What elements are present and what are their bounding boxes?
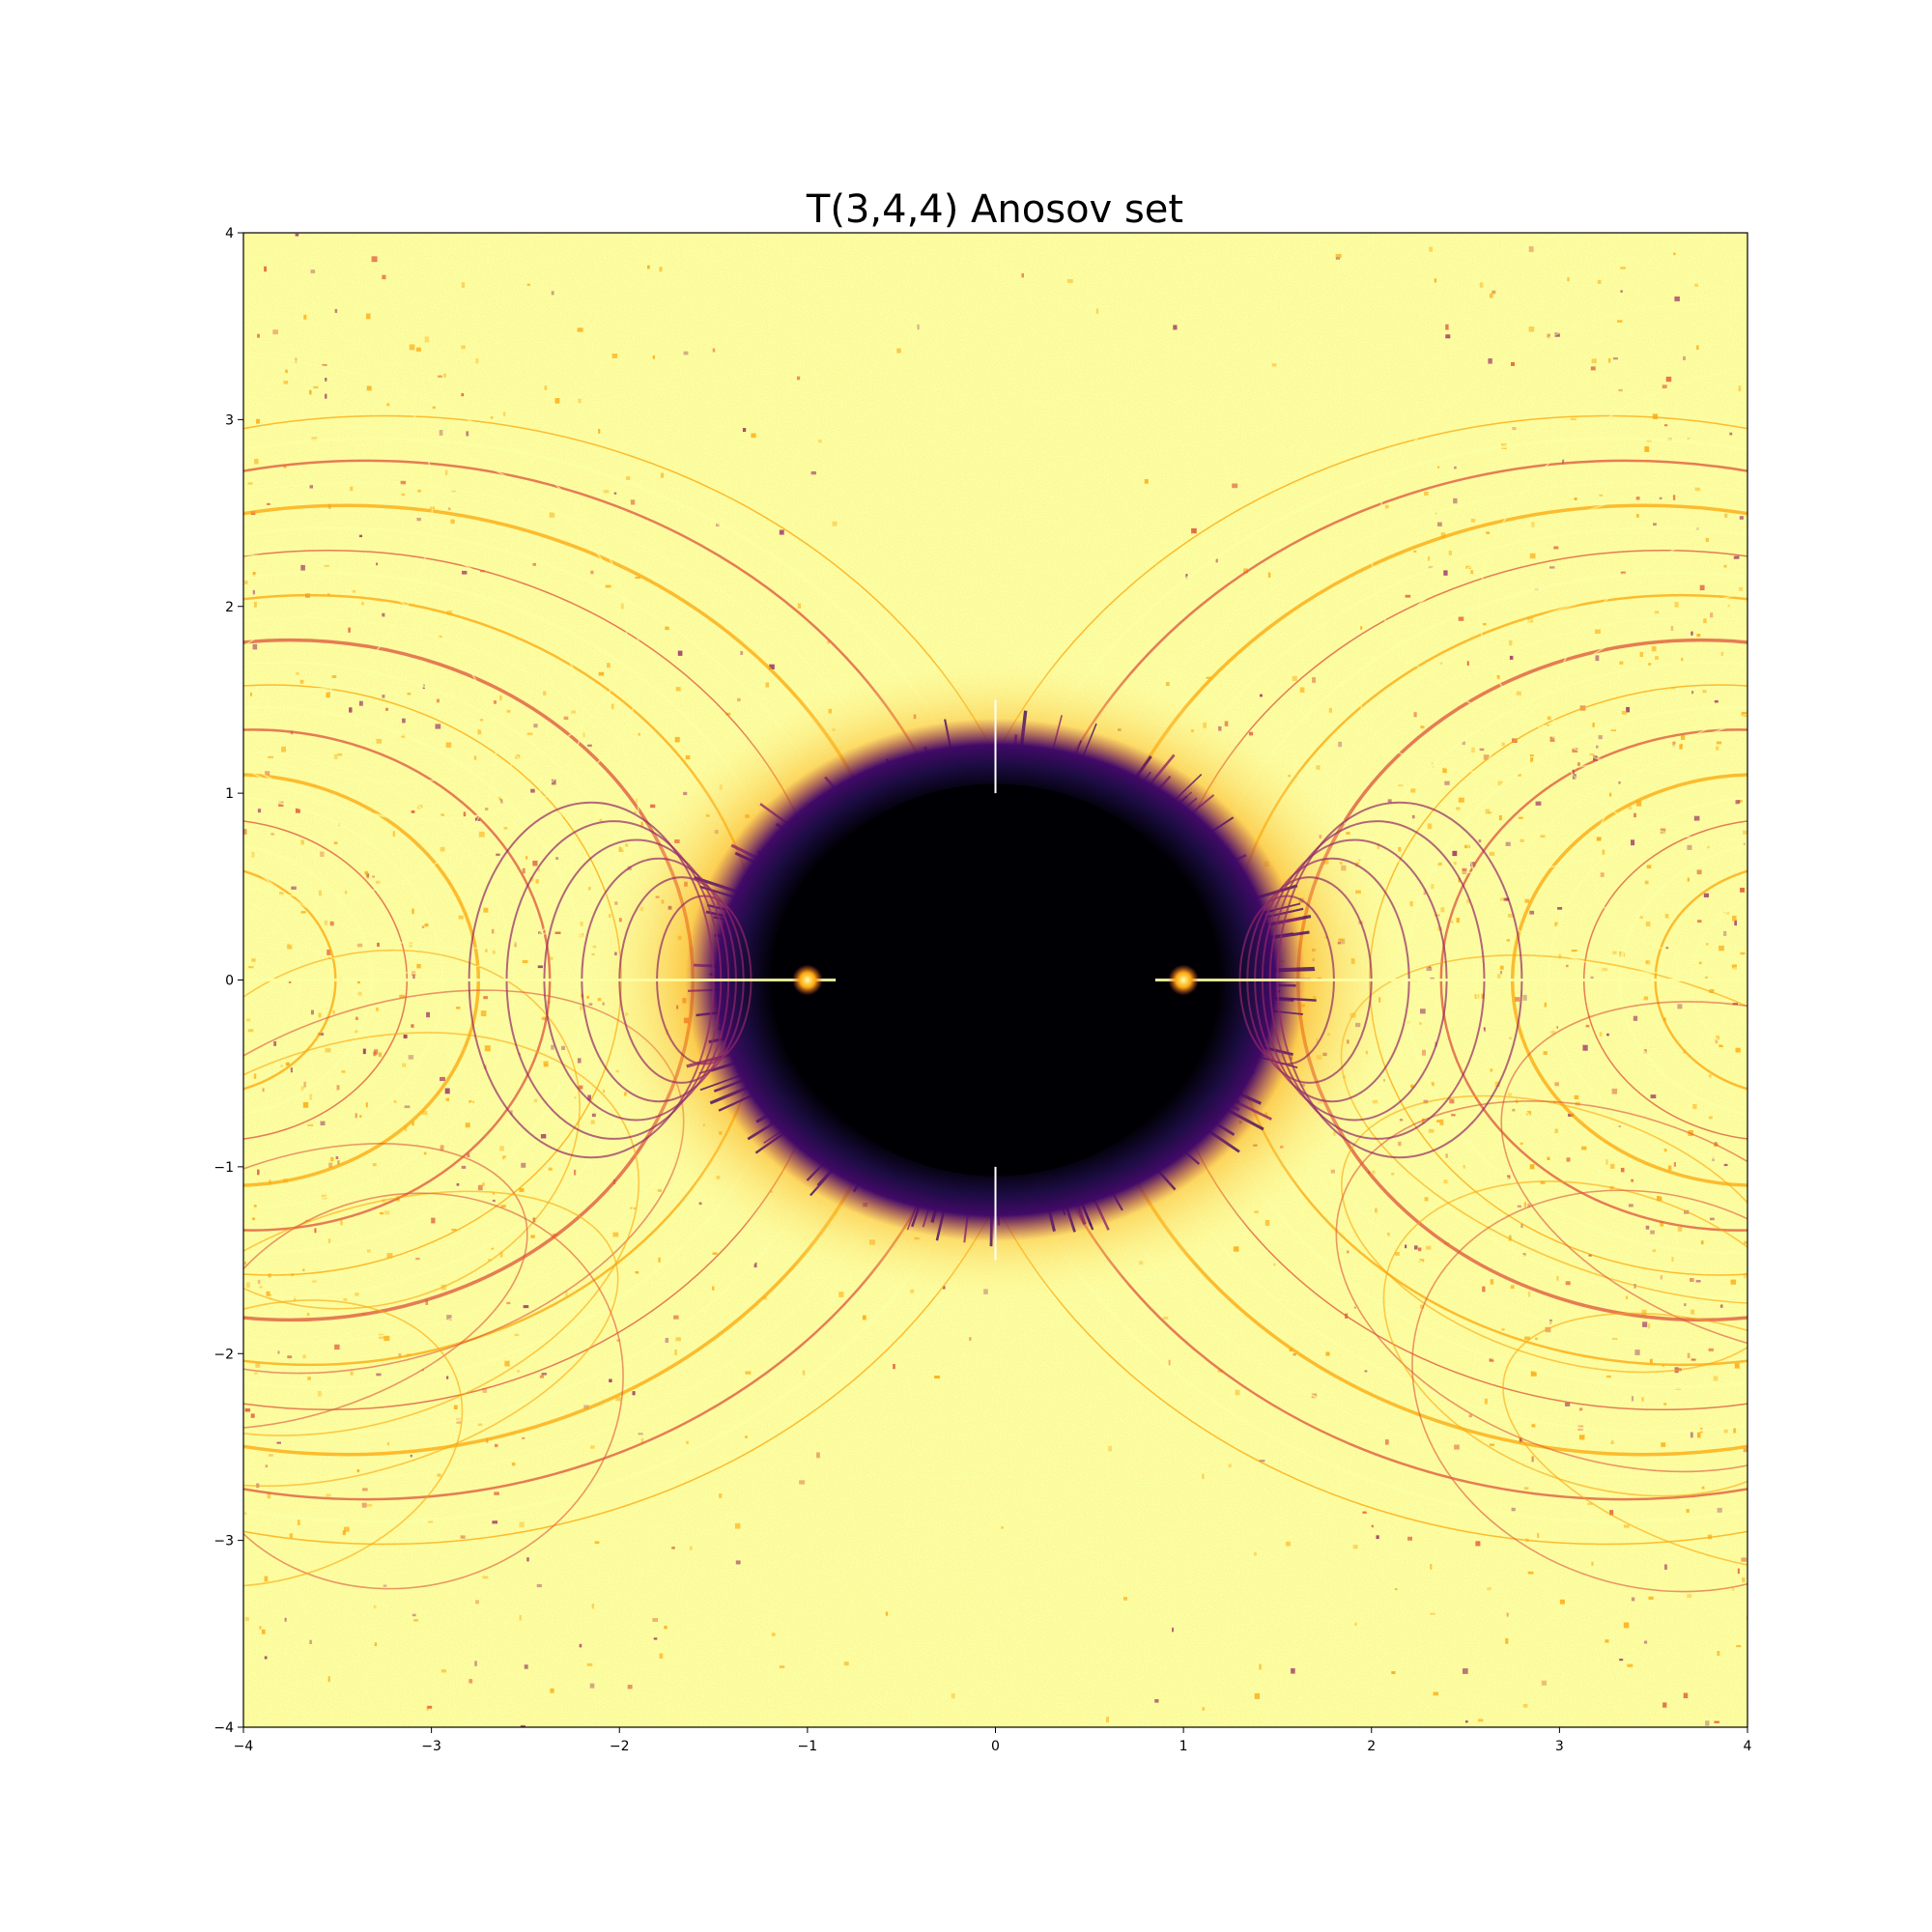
plot-area	[243, 233, 1752, 1727]
x-tick-label: −4	[234, 1739, 254, 1754]
y-tick-label: −1	[213, 1160, 234, 1176]
wing-loop	[1552, 506, 1747, 841]
wing-loop	[243, 949, 581, 1310]
wing-loop	[1500, 1001, 1747, 1363]
y-tick-label: 0	[225, 974, 234, 989]
x-tick-label: 0	[991, 1739, 1000, 1754]
wing-loop	[243, 1299, 464, 1588]
wing-loop	[1478, 362, 1747, 776]
y-tick-label: 3	[225, 412, 234, 428]
speckle	[1747, 399, 1752, 402]
wing-loop	[1466, 582, 1747, 975]
wing-loop	[1502, 1312, 1747, 1575]
bright-spot	[791, 964, 823, 996]
wing-loop	[1341, 1094, 1747, 1374]
x-tick-label: 1	[1179, 1739, 1188, 1754]
y-tick-label: −2	[213, 1347, 234, 1362]
y-tick-label: 2	[225, 600, 234, 615]
x-tick-label: −3	[421, 1739, 441, 1754]
wing-loop	[243, 554, 497, 898]
y-tick-label: 4	[225, 226, 234, 242]
x-tick-label: −2	[610, 1739, 630, 1754]
wing-loop	[1590, 701, 1747, 959]
x-tick-label: 2	[1367, 1739, 1376, 1754]
x-axis: −4 −3 −2 −1 0 1 2 3 4	[234, 1727, 1752, 1754]
wing-loop	[243, 1192, 624, 1590]
wing-loop	[243, 1143, 528, 1431]
wing-loop	[243, 687, 573, 975]
wing-loop	[243, 423, 641, 820]
x-tick-label: −1	[798, 1739, 818, 1754]
y-tick-label: −3	[213, 1534, 234, 1549]
wing-loop	[243, 355, 628, 782]
bright-spot	[1168, 964, 1200, 996]
wing-loop	[243, 1190, 619, 1488]
x-tick-label: 3	[1555, 1739, 1564, 1754]
core-center	[779, 783, 1212, 1177]
chart-title: T(3,4,4) Anosov set	[806, 187, 1183, 232]
y-tick-label: 1	[225, 786, 234, 802]
wing-loop	[243, 1032, 640, 1436]
wing-loop	[1335, 1100, 1747, 1473]
heatmap-core	[243, 653, 1747, 1307]
y-tick-label: −4	[213, 1720, 234, 1736]
x-tick-label: 4	[1744, 1739, 1752, 1754]
wing-loop	[243, 316, 434, 718]
wing-loop	[1371, 302, 1747, 731]
y-axis: −4 −3 −2 −1 0 1 2 3 4	[213, 226, 243, 1736]
wing-loop	[1411, 1189, 1747, 1593]
wing-loop	[1359, 469, 1747, 774]
